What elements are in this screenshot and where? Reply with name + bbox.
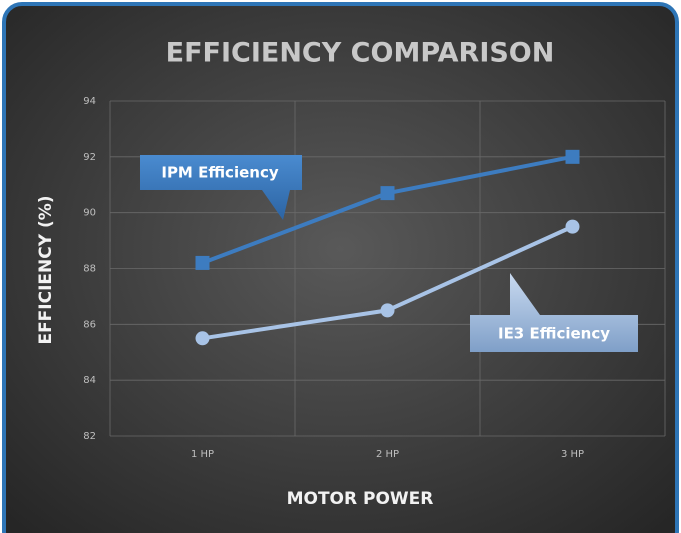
- x-tick-label: 1 HP: [191, 449, 214, 460]
- y-tick-label: 94: [83, 96, 96, 107]
- y-tick-label: 88: [83, 264, 96, 275]
- callout-label: IE3 Efficiency: [498, 325, 610, 343]
- marker: [565, 149, 580, 164]
- y-tick-label: 90: [83, 208, 96, 219]
- callout-label: IPM Efficiency: [161, 164, 278, 182]
- chart-title: EFFICIENCY COMPARISON: [166, 38, 555, 69]
- marker: [380, 303, 395, 318]
- y-tick-label: 82: [83, 431, 96, 442]
- marker: [380, 186, 395, 201]
- callout-box: [470, 273, 638, 352]
- y-tick-label: 92: [83, 152, 96, 163]
- y-axis-label: EFFICIENCY (%): [36, 195, 56, 344]
- x-tick-label: 2 HP: [376, 449, 399, 460]
- marker: [565, 219, 580, 234]
- x-axis-label: MOTOR POWER: [287, 489, 434, 509]
- callout-box: [140, 155, 302, 220]
- x-tick-label: 3 HP: [561, 449, 584, 460]
- y-tick-label: 84: [83, 375, 96, 386]
- marker: [195, 331, 210, 346]
- y-tick-label: 86: [83, 319, 96, 330]
- marker: [195, 255, 210, 270]
